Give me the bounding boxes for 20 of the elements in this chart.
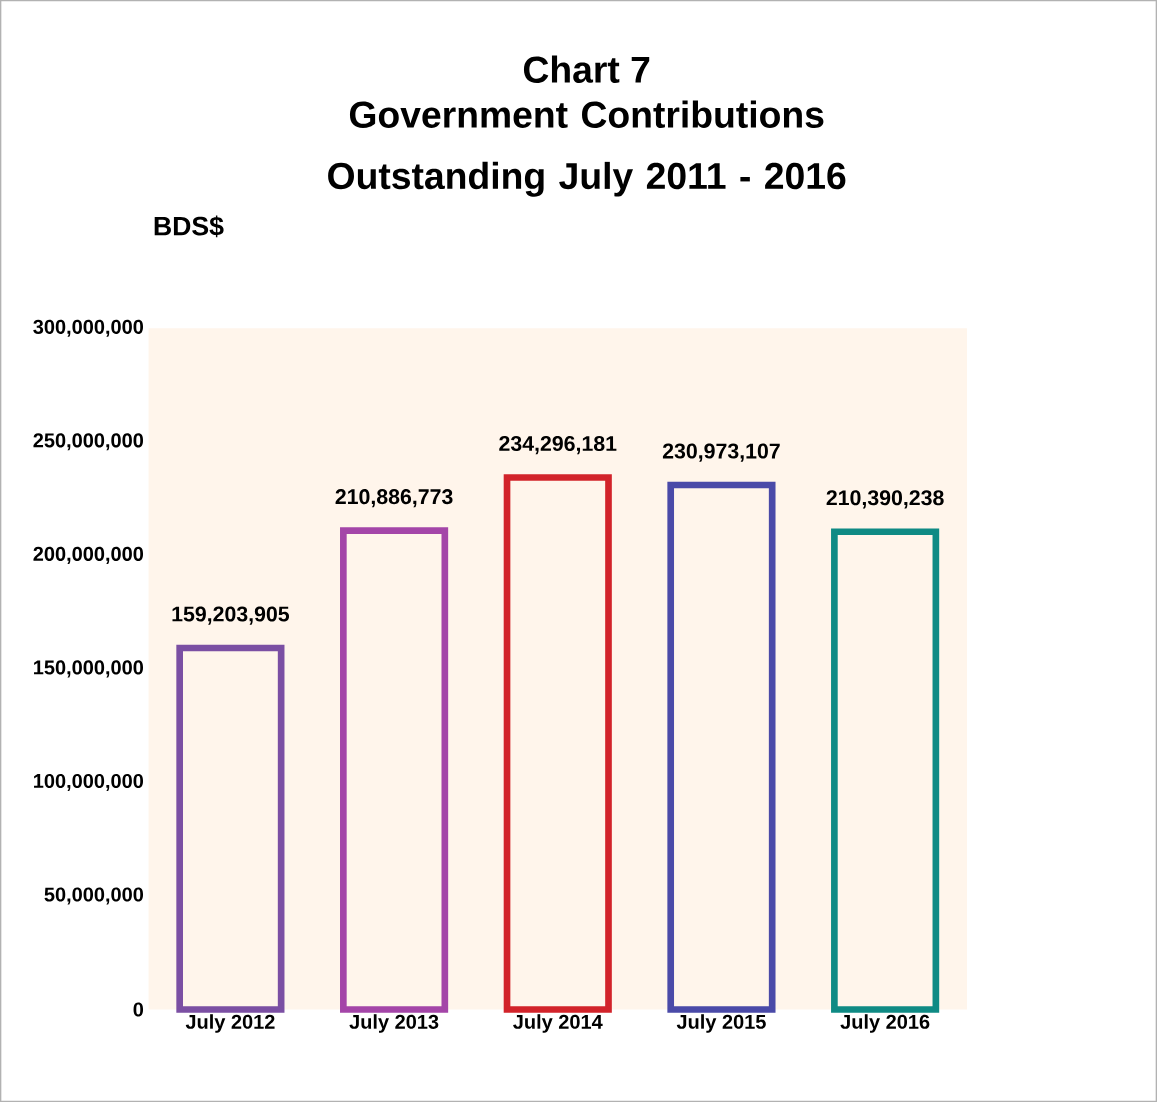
data-label: 234,296,181: [499, 435, 617, 455]
y-axis-title: BDS$: [154, 215, 224, 238]
x-tick-label: July 2012: [185, 1014, 275, 1033]
data-label: 159,203,905: [172, 606, 290, 625]
data-label: 230,973,107: [662, 443, 780, 462]
y-tick-label: 150,000,000: [34, 660, 144, 678]
x-tick-label: July 2015: [676, 1014, 766, 1033]
y-tick-label: 250,000,000: [33, 433, 144, 451]
data-label: 210,390,238: [826, 490, 944, 509]
data-label: 210,886,773: [335, 489, 453, 508]
y-tick-label: 300,000,000: [33, 319, 144, 337]
x-tick-label: July 2014: [513, 1014, 603, 1033]
x-tick-label: July 2013: [349, 1014, 439, 1033]
y-tick-label: 200,000,000: [33, 546, 144, 564]
chart-subtitle: Government Contributions Outstanding July 2011 - 2016: [328, 100, 846, 197]
y-tick-label: 100,000,000: [34, 773, 144, 791]
x-tick-label: July 2016: [840, 1014, 930, 1033]
y-tick-label: 0: [133, 1002, 144, 1017]
chart-title: Chart 7: [523, 55, 650, 83]
y-tick-label: 50,000,000: [44, 887, 144, 905]
